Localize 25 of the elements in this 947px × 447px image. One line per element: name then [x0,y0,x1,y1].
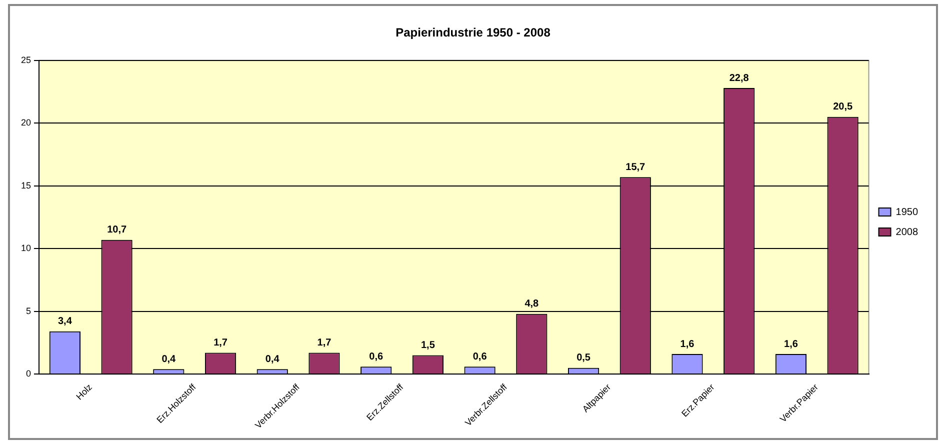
data-label: 0,6 [472,351,488,362]
y-tick-label: 15 [20,180,32,190]
data-label: 0,4 [162,354,176,365]
data-label: 1,5 [421,340,436,352]
data-label: 22,8 [729,72,750,84]
y-tick-label: 10 [20,243,32,254]
y-tick-label: 5 [26,306,32,316]
data-label: 10,7 [107,224,127,236]
data-label: 1,7 [214,338,228,349]
data-label: 3,4 [58,316,72,328]
data-label: 1,7 [317,338,332,349]
data-label: 0,5 [576,352,591,364]
data-label: 0,6 [369,351,384,362]
data-label: 1,6 [680,338,695,350]
y-tick-label: 0 [26,368,32,379]
legend-label: 1950 [896,206,918,218]
data-label: 1,6 [784,338,798,350]
y-tick-label: 25 [20,54,32,65]
data-label: 0,4 [265,354,280,365]
legend-label: 2008 [896,226,918,238]
y-tick-label: 20 [20,118,32,128]
chart-title: Papierindustrie 1950 - 2008 [396,26,551,40]
data-label: 4,8 [524,298,540,310]
data-label: 20,5 [833,102,853,113]
data-label: 15,7 [626,162,646,173]
